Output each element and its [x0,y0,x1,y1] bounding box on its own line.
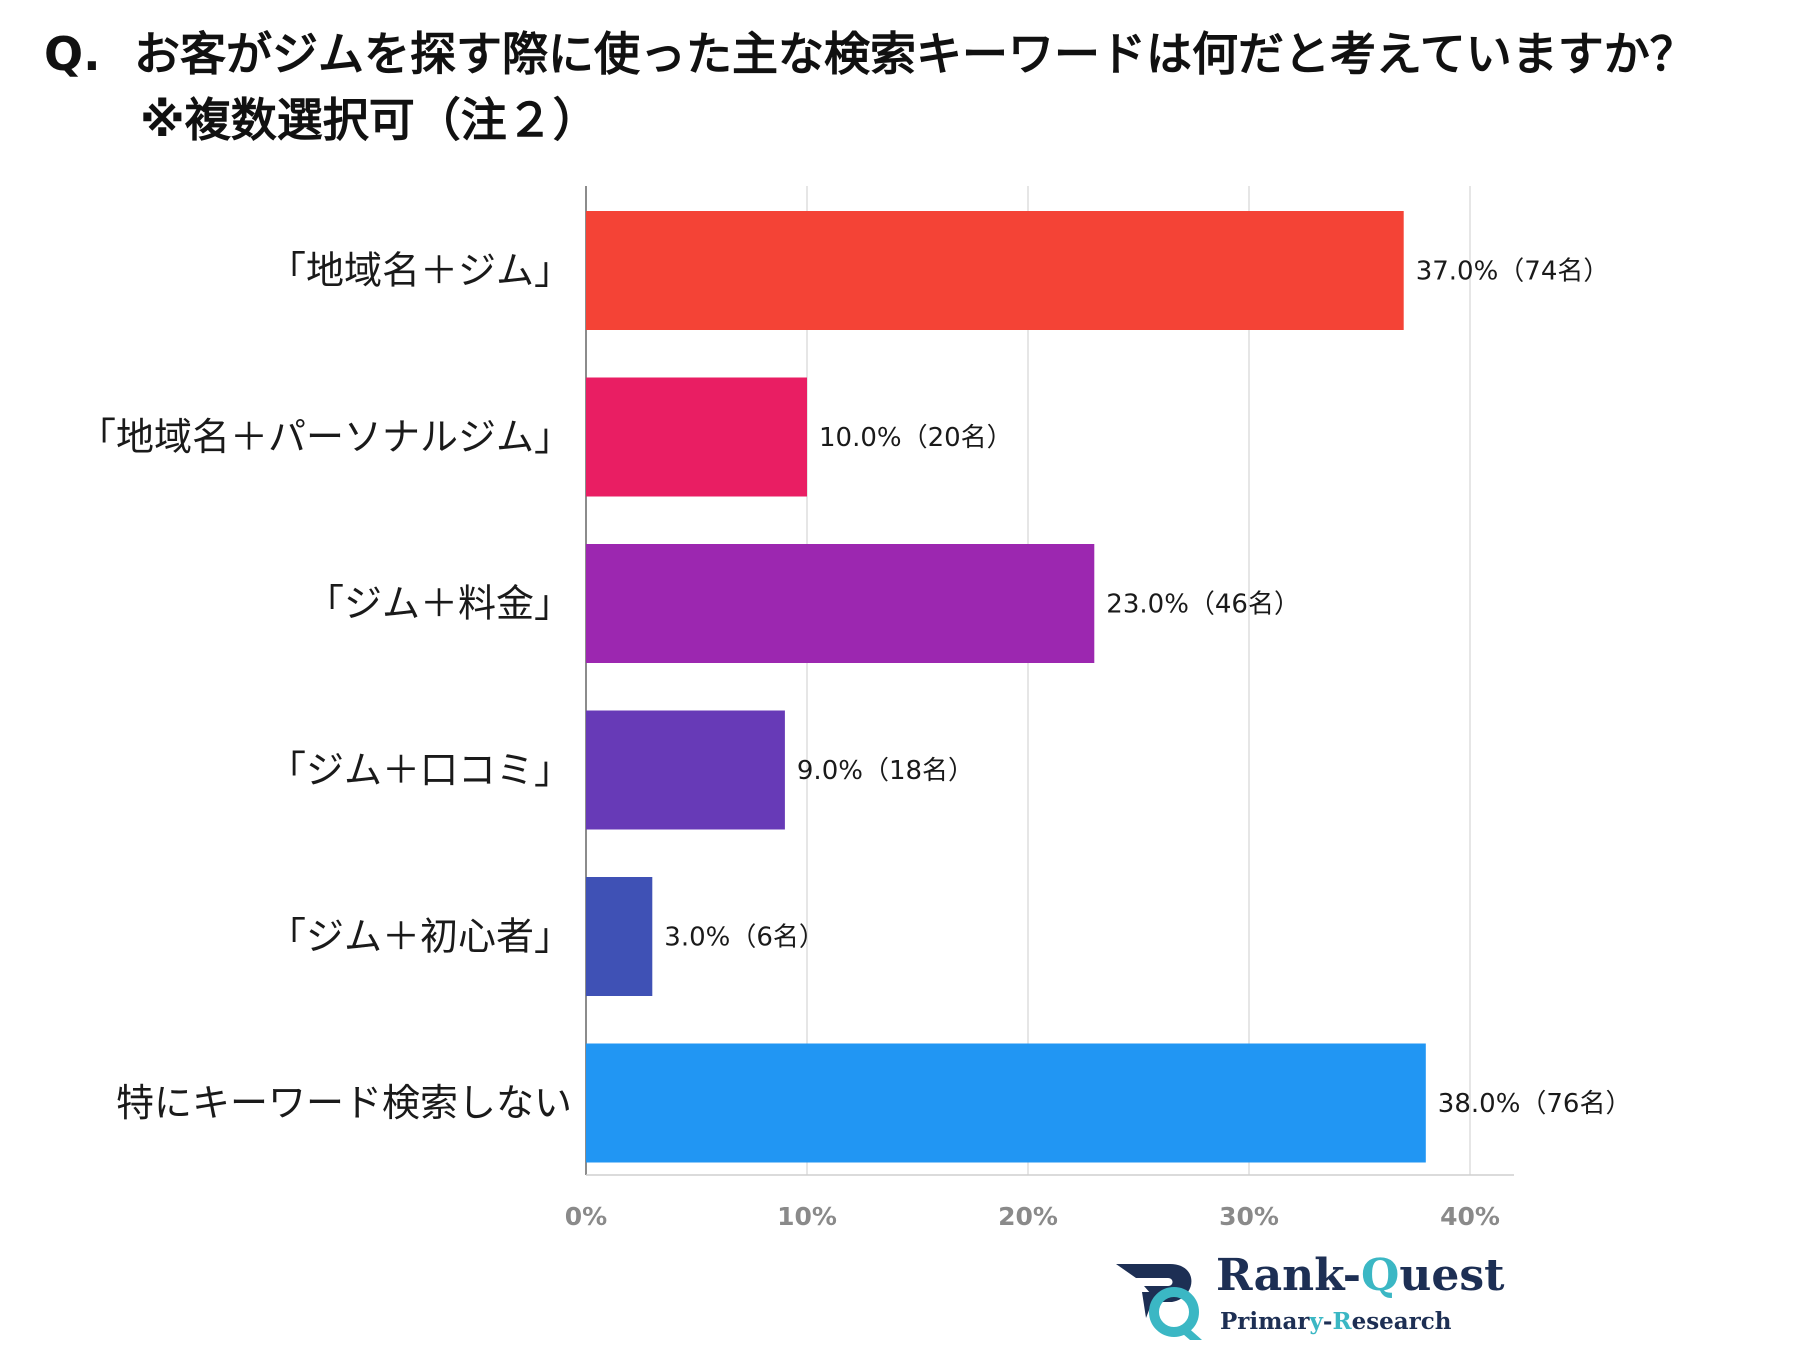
bar [586,877,653,996]
question-mark: Q. [44,27,101,81]
bar [586,544,1095,663]
value-label: 38.0%（76名） [1438,1089,1632,1119]
category-label: 「ジム＋口コミ」 [268,748,572,792]
value-label: 23.0%（46名） [1106,590,1300,620]
bar-chart: 「地域名＋ジム」「地域名＋パーソナルジム」「ジム＋料金」「ジム＋口コミ」「ジム＋… [78,186,1631,1231]
x-tick-label: 40% [1440,1202,1500,1231]
category-label: 特にキーワード検索しない [116,1081,572,1125]
value-label: 9.0%（18名） [797,756,974,786]
category-label: 「地域名＋ジム」 [268,249,572,293]
x-tick-label: 20% [998,1202,1058,1231]
bar [586,1043,1426,1163]
logo-subtitle: Primary-Research [1220,1308,1452,1335]
value-label: 10.0%（20名） [819,423,1013,453]
value-labels: 37.0%（74名） 10.0%（20名） 23.0%（46名） 9.0%（18名） 3… [664,257,1631,1120]
rank-quest-logo: Rank-Quest Primary-Research [1112,1250,1504,1350]
category-labels: 「地域名＋ジム」「地域名＋パーソナルジム」「ジム＋料金」「ジム＋口コミ」「ジム＋… [78,249,572,1126]
logo-name: Rank-Quest [1216,1250,1505,1301]
question-text: お客がジムを探す際に使った主な検索キーワードは何だと考えていますか？ [134,27,1696,81]
x-tick-label: 30% [1219,1202,1279,1231]
bars [586,211,1426,1163]
category-label: 「ジム＋初心者」 [268,915,572,959]
value-label: 3.0%（6名） [664,923,825,953]
gridlines [585,186,1514,1176]
chart-subtitle: ※複数選択可（注２） [140,93,599,147]
value-label: 37.0%（74名） [1416,257,1610,287]
category-label: 「ジム＋料金」 [306,582,572,626]
bar [586,377,807,497]
category-label: 「地域名＋パーソナルジム」 [78,415,572,459]
x-tick-label: 0% [565,1202,607,1231]
chart-title: Q. お客がジムを探す際に使った主な検索キーワードは何だと考えていますか？ [44,22,1784,86]
x-tick-label: 10% [777,1202,837,1231]
bar [586,710,785,830]
bar [586,211,1404,330]
rank-quest-logo-mark-icon [1116,1264,1202,1340]
x-axis-tick-labels: 0% 10% 20% 30% 40% [565,1202,1500,1231]
